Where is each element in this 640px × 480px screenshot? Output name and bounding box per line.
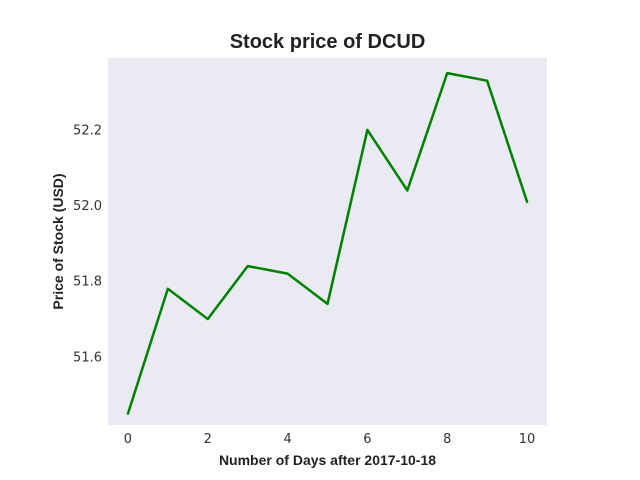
x-axis-ticks: 0 2 4 6 8 10: [124, 432, 536, 447]
plot-area: [108, 58, 547, 425]
chart-title: Stock price of DCUD: [230, 31, 426, 53]
y-axis-label: Price of Stock (USD): [50, 173, 66, 309]
x-tick-label: 8: [443, 432, 451, 447]
x-tick-label: 10: [519, 432, 536, 447]
x-tick-label: 4: [283, 432, 291, 447]
y-tick-label: 51.6: [73, 350, 102, 365]
y-tick-label: 51.8: [73, 275, 102, 290]
x-axis-label: Number of Days after 2017-10-18: [219, 452, 436, 468]
x-tick-label: 2: [204, 432, 212, 447]
y-tick-label: 52.0: [73, 199, 102, 214]
x-tick-label: 0: [124, 432, 132, 447]
y-tick-label: 52.2: [73, 123, 102, 138]
y-axis-ticks: 51.6 51.8 52.0 52.2: [73, 123, 102, 365]
series-line: [126, 71, 529, 415]
x-tick-label: 6: [363, 432, 371, 447]
